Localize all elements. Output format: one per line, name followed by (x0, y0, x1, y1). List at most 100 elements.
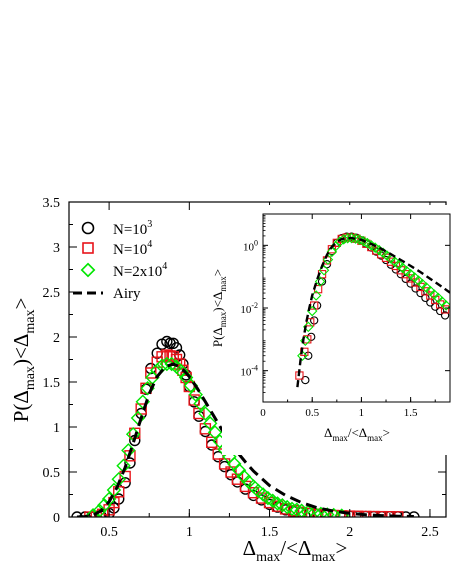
n2e4-point (440, 300, 450, 311)
main-ylabel-part: > (9, 298, 33, 310)
y-tick-label: 2.5 (43, 286, 61, 301)
y-tick-label: 2 (53, 331, 60, 346)
y-tick-label: 10-4 (240, 364, 258, 379)
x-tick-label: 1 (359, 407, 365, 419)
legend-diamond-icon (80, 262, 96, 278)
n1e3-point (421, 293, 430, 303)
inset-xlabel-part: Δ (324, 425, 332, 440)
n2e4-point (275, 498, 290, 513)
x-tick-label: 2.5 (421, 525, 439, 540)
n1e4-point (188, 394, 200, 406)
n2e4-point (289, 502, 305, 517)
n1e4-point (391, 261, 401, 271)
n1e4-point (145, 367, 157, 379)
legend-label-n2e4: N=2x104 (113, 261, 167, 280)
n2e4-point (313, 506, 329, 517)
n1e4-point (287, 505, 300, 517)
inset-ylabel-part: )<Δ (210, 292, 225, 312)
n2e4-point (270, 496, 285, 511)
n2e4-point (342, 232, 353, 244)
n2e4-point (174, 363, 189, 379)
legend-label-n1e4: N=104 (113, 239, 152, 258)
n2e4-point (300, 504, 316, 517)
legend-circle-marker (81, 221, 95, 235)
main-ticks-layer: 0.5 1 1.5 2 2.5 0 0.5 1 1.5 2 2.5 3 3.5 (43, 196, 446, 540)
n1e4-point (401, 270, 410, 279)
x-tick-label: 0.5 (305, 407, 319, 419)
n1e4-point (206, 436, 218, 448)
inset-axes-frame (262, 213, 451, 403)
main-plot: 0.5 1 1.5 2 2.500.511.522.533.5 P(Δmax)<Δmax… (9, 196, 447, 565)
y-tick-label: 0 (53, 511, 60, 526)
n2e4-point (302, 321, 314, 333)
legend: N=103 N=104 N=2x104 Airy (73, 219, 167, 302)
n1e3-point (301, 375, 310, 385)
n2e4-point (307, 505, 322, 517)
n2e4-point (231, 462, 247, 478)
n1e3-point (440, 311, 450, 320)
n1e3-point (71, 511, 83, 517)
y-tick-label: 3.5 (43, 196, 61, 211)
legend-entry-n1e4: N=104 (82, 239, 152, 258)
legend-entry-n2e4: N=2x104 (80, 261, 167, 280)
inset-xlabel-sub: max (367, 433, 383, 443)
n1e4-point (426, 291, 435, 300)
main-y-axis-label: P(Δmax)<Δmax> (9, 298, 38, 423)
n2e4-point (314, 276, 326, 287)
inset-ylabel-part: P(Δ (210, 327, 225, 347)
n1e3-point (416, 288, 425, 298)
legend-diamond-marker (80, 262, 96, 278)
x-tick-label: 0 (260, 407, 266, 419)
n2e4-point (284, 501, 300, 517)
main-x-axis-label: Δmax/<Δmax> (243, 536, 348, 565)
n2e4-point (334, 236, 346, 248)
n2e4-point (320, 507, 335, 517)
n1e3-point (170, 342, 183, 354)
main-xlabel-sub: max (311, 550, 335, 565)
n1e4-point (306, 318, 315, 327)
inset-y-axis-label: P(Δmax)<Δmax> (210, 269, 228, 347)
inset-ylabel-sub: max (218, 276, 228, 292)
y-tick-label: 0.5 (43, 466, 61, 481)
inset-ylabel-part: > (210, 269, 225, 276)
inset-xlabel-part: > (383, 425, 390, 440)
n1e4-point (119, 470, 131, 483)
n1e4-point (421, 287, 430, 296)
main-ylabel-part: P(Δ (9, 390, 33, 422)
n2e4-point (188, 387, 203, 402)
n2e4-point (202, 416, 218, 431)
legend-square-marker (82, 242, 94, 254)
legend-circle-icon (81, 221, 95, 235)
inset-ylabel-sub: max (218, 311, 228, 327)
legend-entry-n1e3: N=103 (81, 219, 152, 238)
n1e4-point (386, 257, 396, 266)
main-xlabel-part: Δ (243, 536, 257, 560)
x-tick-label: 1.5 (404, 407, 418, 419)
main-ylabel-part: )<Δ (9, 334, 33, 366)
y-tick-label: 100 (243, 238, 258, 253)
main-ylabel-sub: max (23, 366, 38, 390)
n2e4-point (207, 425, 223, 440)
n2e4-point (226, 456, 242, 472)
n1e4-point (352, 510, 364, 517)
x-tick-label: 1 (186, 525, 193, 540)
n2e4-point (198, 406, 213, 421)
n2e4-point (389, 256, 401, 267)
n1e3-point (124, 457, 136, 469)
legend-square-icon (82, 242, 94, 254)
y-tick-label: 10-2 (240, 301, 258, 316)
main-xlabel-sub: max (256, 550, 280, 565)
inset-xlabel-part: /<Δ (348, 425, 367, 440)
y-tick-label: 3 (53, 241, 60, 256)
main-xlabel-part: /<Δ (280, 536, 311, 560)
n2e4-point (279, 499, 295, 515)
inset-series-layer (295, 232, 450, 388)
airy-curve (76, 362, 414, 517)
y-tick-label: 1.5 (43, 376, 61, 391)
inset-xlabel-sub: max (332, 433, 348, 443)
x-tick-label: 2 (346, 525, 353, 540)
n1e4-point (167, 351, 179, 363)
n1e4-point (440, 305, 450, 314)
